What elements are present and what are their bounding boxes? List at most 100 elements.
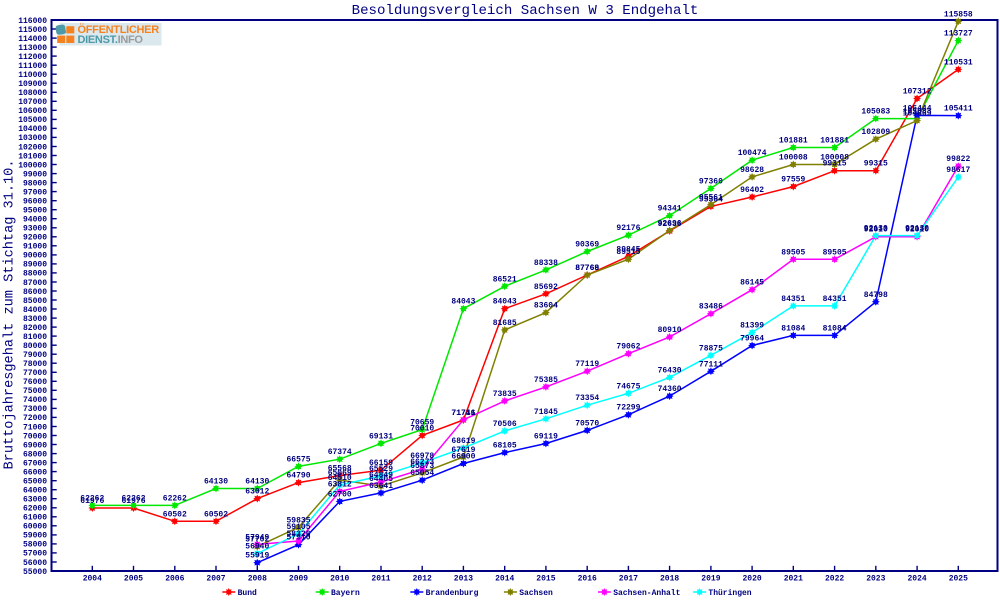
svg-text:84351: 84351: [823, 295, 847, 304]
svg-text:87000: 87000: [23, 279, 47, 288]
svg-text:68619: 68619: [451, 437, 475, 446]
svg-text:101000: 101000: [18, 152, 47, 161]
svg-text:81685: 81685: [493, 319, 517, 328]
svg-text:67374: 67374: [328, 448, 352, 457]
svg-text:Bund: Bund: [238, 589, 257, 598]
svg-text:79000: 79000: [23, 351, 47, 360]
svg-text:102809: 102809: [861, 128, 890, 137]
svg-text:59105: 59105: [286, 523, 310, 532]
svg-text:2007: 2007: [206, 575, 225, 584]
svg-text:81399: 81399: [740, 322, 764, 331]
svg-text:71845: 71845: [534, 408, 558, 417]
svg-text:89515: 89515: [616, 248, 640, 257]
svg-text:64000: 64000: [23, 487, 47, 496]
svg-text:65069: 65069: [328, 469, 352, 478]
svg-text:87769: 87769: [575, 264, 599, 273]
svg-text:2013: 2013: [454, 575, 473, 584]
svg-text:71000: 71000: [23, 423, 47, 432]
svg-text:57000: 57000: [23, 550, 47, 559]
svg-text:2004: 2004: [83, 575, 102, 584]
svg-text:80000: 80000: [23, 342, 47, 351]
svg-text:66159: 66159: [369, 459, 393, 468]
svg-text:83000: 83000: [23, 315, 47, 324]
svg-text:Thüringen: Thüringen: [708, 589, 751, 598]
svg-text:89845: 89845: [616, 245, 640, 254]
svg-text:65568: 65568: [328, 465, 352, 474]
svg-text:75000: 75000: [23, 387, 47, 396]
svg-text:68105: 68105: [493, 442, 517, 451]
svg-text:2019: 2019: [701, 575, 720, 584]
svg-text:Bruttojahresgehalt zum Stichta: Bruttojahresgehalt zum Stichtag 31.10.: [3, 160, 18, 470]
svg-text:86000: 86000: [23, 288, 47, 297]
svg-text:57949: 57949: [245, 533, 269, 542]
svg-text:65873: 65873: [410, 462, 434, 471]
svg-text:101881: 101881: [820, 137, 849, 146]
svg-text:Brandenburg: Brandenburg: [426, 589, 479, 598]
svg-text:92010: 92010: [864, 226, 888, 235]
svg-text:92636: 92636: [658, 220, 682, 229]
svg-text:95561: 95561: [699, 194, 723, 203]
svg-text:74675: 74675: [616, 382, 640, 391]
svg-text:94341: 94341: [658, 205, 682, 214]
svg-text:2023: 2023: [866, 575, 885, 584]
svg-text:90369: 90369: [575, 241, 599, 250]
svg-text:61976: 61976: [121, 497, 145, 506]
svg-text:73000: 73000: [23, 405, 47, 414]
svg-text:78875: 78875: [699, 344, 723, 353]
svg-text:70010: 70010: [410, 424, 434, 433]
svg-text:62262: 62262: [163, 494, 187, 503]
svg-text:77119: 77119: [575, 360, 599, 369]
svg-text:67619: 67619: [451, 446, 475, 455]
svg-text:75385: 75385: [534, 376, 558, 385]
svg-text:63641: 63641: [369, 482, 393, 491]
svg-text:81084: 81084: [781, 324, 805, 333]
svg-text:76000: 76000: [23, 378, 47, 387]
svg-text:62262: 62262: [80, 494, 104, 503]
svg-text:2020: 2020: [742, 575, 761, 584]
svg-text:88338: 88338: [534, 259, 558, 268]
svg-text:102000: 102000: [18, 143, 47, 152]
svg-text:106000: 106000: [18, 107, 47, 116]
svg-text:105083: 105083: [861, 108, 890, 117]
svg-text:84351: 84351: [781, 295, 805, 304]
svg-text:76430: 76430: [658, 366, 682, 375]
svg-text:113000: 113000: [18, 44, 47, 53]
svg-text:92130: 92130: [905, 225, 929, 234]
svg-text:107312: 107312: [903, 88, 932, 97]
svg-text:62000: 62000: [23, 505, 47, 514]
svg-text:99000: 99000: [23, 170, 47, 179]
svg-text:97000: 97000: [23, 188, 47, 197]
svg-text:88000: 88000: [23, 270, 47, 279]
svg-text:62262: 62262: [121, 494, 145, 503]
svg-text:82000: 82000: [23, 324, 47, 333]
svg-text:99315: 99315: [864, 160, 888, 169]
svg-text:70659: 70659: [410, 419, 434, 428]
svg-text:2010: 2010: [330, 575, 349, 584]
svg-text:92176: 92176: [616, 224, 640, 233]
svg-text:2024: 2024: [907, 575, 926, 584]
svg-text:111000: 111000: [18, 62, 47, 71]
svg-text:2008: 2008: [248, 575, 267, 584]
svg-text:95000: 95000: [23, 207, 47, 216]
svg-text:70506: 70506: [493, 420, 517, 429]
svg-text:63812: 63812: [328, 480, 352, 489]
svg-text:2015: 2015: [536, 575, 555, 584]
svg-text:105083: 105083: [903, 108, 932, 117]
svg-text:105411: 105411: [944, 105, 973, 114]
svg-text:2006: 2006: [165, 575, 184, 584]
svg-text:116000: 116000: [18, 17, 47, 26]
svg-text:56940: 56940: [245, 543, 269, 552]
svg-text:94000: 94000: [23, 216, 47, 225]
svg-text:99822: 99822: [946, 155, 970, 164]
svg-text:58000: 58000: [23, 541, 47, 550]
svg-text:81084: 81084: [823, 324, 847, 333]
svg-text:96000: 96000: [23, 198, 47, 207]
svg-text:99315: 99315: [823, 160, 847, 169]
svg-text:65529: 65529: [369, 465, 393, 474]
svg-text:69131: 69131: [369, 432, 393, 441]
svg-text:89505: 89505: [823, 248, 847, 257]
svg-text:86145: 86145: [740, 279, 764, 288]
svg-text:64790: 64790: [286, 472, 310, 481]
svg-text:64405: 64405: [369, 475, 393, 484]
svg-text:66575: 66575: [286, 455, 310, 464]
